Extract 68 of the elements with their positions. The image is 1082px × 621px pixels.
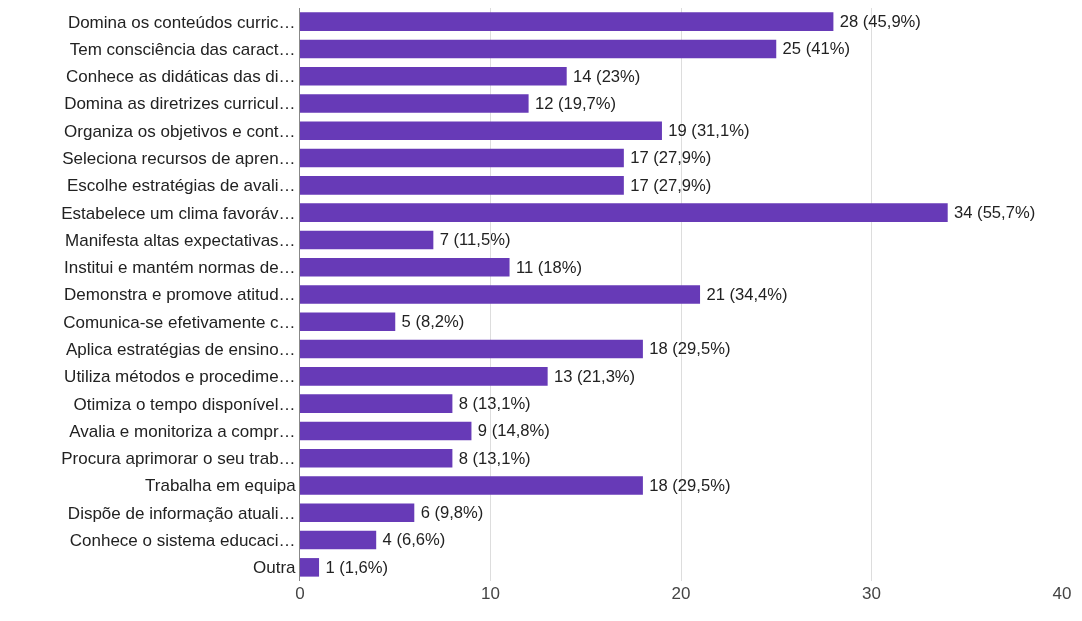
data-label: 34 (55,7%)	[950, 203, 1036, 223]
data-label: 18 (29,5%)	[645, 339, 731, 359]
data-label: 5 (8,2%)	[398, 312, 465, 332]
y-tick-label: Conhece as didáticas das di…	[65, 67, 296, 87]
bar	[300, 176, 624, 195]
data-label: 21 (34,4%)	[703, 284, 788, 304]
bar	[300, 448, 453, 468]
data-label: 9 (14,8%)	[474, 421, 550, 441]
y-tick-label: Domina as diretrizes curricul…	[64, 94, 296, 114]
bar	[300, 39, 777, 59]
y-tick-label: Otimiza o tempo disponível…	[73, 394, 296, 414]
data-label: 7 (11,5%)	[436, 230, 511, 250]
y-tick-label: Demonstra e promove atitud…	[64, 285, 296, 305]
bar	[300, 12, 834, 31]
y-tick-label: Institui e mantém normas de…	[64, 258, 296, 278]
data-label: 8 (13,1%)	[455, 394, 531, 414]
x-tick-label: 40	[1052, 584, 1072, 603]
y-tick-label: Dispõe de informação atuali…	[67, 503, 296, 523]
data-label: 12 (19,7%)	[531, 93, 617, 113]
y-tick-label: Conhece o sistema educaci…	[69, 531, 296, 551]
x-tick-label: 20	[671, 584, 691, 603]
data-label: 14 (23%)	[569, 66, 641, 86]
data-label: 4 (6,6%)	[379, 530, 446, 550]
bar	[300, 312, 396, 332]
y-tick-label: Tem consciência das caract…	[69, 39, 296, 59]
data-label: 18 (29,5%)	[645, 475, 731, 495]
data-label: 19 (31,1%)	[665, 121, 750, 141]
y-tick-label: Procura aprimorar o seu trab…	[61, 449, 296, 469]
x-tick-label: 30	[862, 584, 881, 603]
bar	[300, 121, 662, 141]
y-tick-label: Outra	[253, 558, 297, 578]
data-label: 25 (41%)	[779, 39, 850, 59]
y-tick-label: Manifesta altas expectativas…	[65, 230, 296, 250]
bar	[300, 148, 624, 168]
bar	[300, 94, 529, 113]
data-label: 11 (18%)	[512, 257, 582, 277]
bar	[300, 530, 377, 550]
y-tick-label: Trabalha em equipa	[145, 476, 297, 496]
data-label: 17 (27,9%)	[626, 148, 712, 168]
data-label: 8 (13,1%)	[455, 448, 531, 468]
bar	[300, 503, 415, 523]
bar	[300, 285, 701, 304]
bar	[300, 394, 453, 413]
bar	[300, 257, 510, 277]
bar	[300, 230, 434, 250]
y-tick-label: Escolhe estratégias de avali…	[66, 176, 296, 196]
data-label: 6 (9,8%)	[417, 503, 484, 523]
bar	[300, 203, 948, 222]
bar	[300, 367, 548, 386]
x-tick-label: 10	[481, 584, 500, 603]
y-tick-label: Domina os conteúdos curric…	[67, 12, 296, 32]
y-tick-label: Utiliza métodos e procedime…	[64, 367, 296, 387]
y-tick-label: Avalia e monitoriza a compr…	[69, 421, 296, 441]
y-tick-label: Seleciona recursos de apren…	[62, 149, 296, 169]
y-tick-label: Estabelece um clima favoráv…	[61, 203, 296, 223]
data-label: 28 (45,9%)	[836, 12, 921, 32]
bar	[300, 421, 472, 441]
y-tick-label: Comunica-se efetivamente c…	[63, 312, 296, 332]
x-tick-label: 0	[295, 584, 305, 603]
bar	[300, 558, 320, 577]
data-label: 13 (21,3%)	[550, 366, 636, 386]
bar	[300, 339, 643, 359]
data-label: 17 (27,9%)	[626, 175, 712, 195]
y-tick-label: Organiza os objetivos e cont…	[64, 121, 296, 141]
bar	[300, 476, 643, 495]
y-tick-label: Aplica estratégias de ensino…	[65, 340, 296, 360]
bar	[300, 66, 567, 86]
data-label: 1 (1,6%)	[322, 557, 389, 577]
